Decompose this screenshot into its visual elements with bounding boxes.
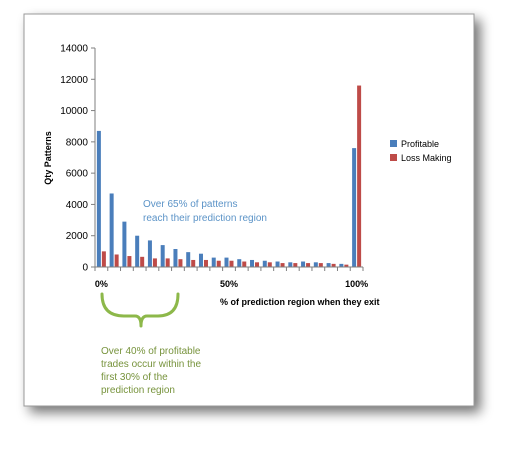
annotation-profitable-line-3: first 30% of the: [101, 372, 168, 383]
bar-loss-making-15: [293, 263, 298, 267]
bar-profitable-4: [147, 240, 152, 267]
bar-profitable-16: [301, 261, 306, 267]
y-tick-label-0: 0: [82, 263, 88, 274]
bar-profitable-12: [250, 259, 255, 267]
bar-profitable-11: [237, 259, 242, 267]
bar-loss-making-14: [280, 263, 285, 267]
y-tick-label-6: 12000: [60, 75, 88, 86]
bar-loss-making-9: [216, 260, 221, 267]
chart-frame: [23, 13, 475, 407]
bar-loss-making-16: [306, 263, 311, 267]
y-tick-label-5: 10000: [60, 106, 88, 117]
legend: Profitable Loss Making: [390, 139, 452, 163]
annotation-patterns: Over 65% of patterns reach their predict…: [143, 199, 267, 224]
bar-loss-making-19: [344, 264, 349, 267]
bar-profitable-18: [326, 263, 331, 267]
bar-loss-making-12: [255, 262, 260, 267]
bar-loss-making-4: [152, 258, 157, 267]
y-tick-label-1: 2000: [66, 231, 89, 242]
bar-loss-making-5: [165, 258, 170, 267]
bar-loss-making-13: [267, 262, 272, 267]
bar-profitable-0: [96, 130, 101, 267]
y-tick-label-4: 8000: [66, 137, 89, 148]
x-tick-label-1: 50%: [220, 279, 238, 289]
bar-profitable-17: [313, 262, 318, 267]
bar-profitable-3: [135, 235, 140, 267]
annotation-profitable-line-2: trades occur within the: [101, 359, 201, 370]
bar-loss-making-1: [114, 254, 119, 267]
bar-profitable-15: [288, 262, 293, 267]
annotation-profitable-line-4: prediction region: [101, 385, 175, 396]
bar-profitable-9: [211, 257, 216, 267]
bar-profitable-20: [352, 148, 357, 267]
x-tick-label-2: 100%: [345, 279, 368, 289]
bar-profitable-1: [109, 193, 114, 267]
legend-swatch-loss-making: [390, 154, 397, 161]
bar-loss-making-3: [140, 256, 145, 267]
bar-profitable-6: [173, 249, 178, 267]
bar-loss-making-8: [203, 259, 208, 267]
annotation-patterns-line-2: reach their prediction region: [143, 213, 267, 224]
bar-loss-making-17: [318, 263, 323, 267]
x-tick-label-0: 0%: [95, 279, 108, 289]
bar-profitable-2: [122, 221, 127, 267]
y-tick-label-3: 6000: [66, 169, 89, 180]
annotation-profitable-line-1: Over 40% of profitable: [101, 346, 201, 357]
x-axis-label: % of prediction region when they exit: [220, 297, 380, 307]
bar-group: [96, 85, 362, 267]
y-tick-label-7: 14000: [60, 44, 88, 55]
annotation-profitable: Over 40% of profitable trades occur with…: [101, 346, 201, 396]
y-tick-label-2: 4000: [66, 200, 89, 211]
annotation-patterns-line-1: Over 65% of patterns: [143, 199, 238, 210]
bar-profitable-7: [186, 252, 191, 267]
y-axis-label: Qty Patterns: [43, 131, 53, 185]
bar-loss-making-18: [331, 263, 336, 267]
annotation-brace: [100, 292, 180, 328]
bar-loss-making-11: [242, 261, 247, 267]
bar-loss-making-0: [101, 251, 106, 267]
bar-profitable-10: [224, 257, 229, 267]
bar-loss-making-20: [357, 85, 362, 267]
bar-profitable-5: [160, 245, 165, 267]
y-axis-ticks: 0 2000 4000 6000 8000 10000 12000 14000: [60, 44, 95, 274]
bar-profitable-14: [275, 261, 280, 267]
bar-loss-making-7: [191, 259, 196, 267]
legend-label-profitable: Profitable: [401, 139, 439, 149]
legend-swatch-profitable: [390, 140, 397, 147]
bar-profitable-19: [339, 263, 344, 267]
legend-label-loss-making: Loss Making: [401, 153, 452, 163]
bar-loss-making-6: [178, 259, 183, 267]
bar-loss-making-10: [229, 260, 234, 267]
bar-loss-making-2: [127, 256, 132, 267]
bar-profitable-13: [262, 260, 267, 267]
x-axis-ticks: 0% 50% 100%: [94, 267, 368, 289]
bar-profitable-8: [198, 253, 203, 267]
